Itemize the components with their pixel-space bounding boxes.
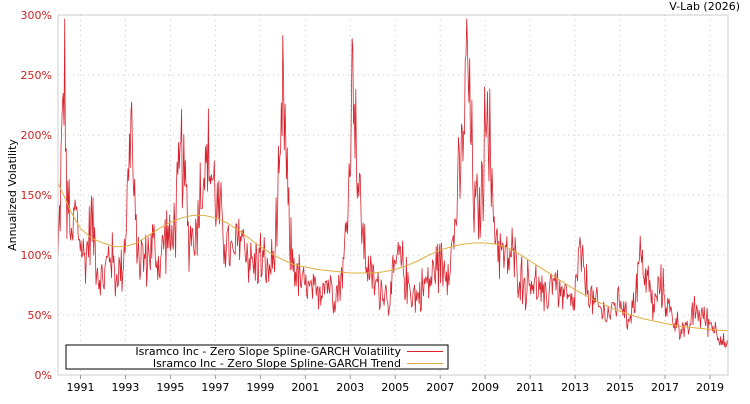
- legend-label-trend: Isramco Inc - Zero Slope Spline-GARCH Tr…: [153, 357, 401, 370]
- volatility-line: [57, 18, 729, 348]
- x-tick-label: 1997: [201, 381, 229, 394]
- grid-lines: [58, 15, 728, 375]
- x-tick-label: 2009: [471, 381, 499, 394]
- y-axis: 0% 50% 100% 150% 200% 250% 300%: [21, 9, 52, 382]
- y-tick-label: 200%: [21, 129, 52, 142]
- x-tick-label: 1999: [246, 381, 274, 394]
- x-tick-label: 1995: [156, 381, 184, 394]
- x-tick-label: 2019: [696, 381, 724, 394]
- x-tick-label: 1991: [66, 381, 94, 394]
- y-axis-label: Annualized Volatility: [6, 139, 19, 251]
- x-tick-label: 2001: [291, 381, 319, 394]
- x-tick-label: 2007: [426, 381, 454, 394]
- trend-line: [57, 182, 728, 332]
- x-tick-label: 1993: [111, 381, 139, 394]
- credit-label: V-Lab (2026): [669, 0, 740, 13]
- y-tick-label: 50%: [28, 309, 52, 322]
- legend-label-volatility: Isramco Inc - Zero Slope Spline-GARCH Vo…: [135, 345, 401, 358]
- y-tick-label: 300%: [21, 9, 52, 22]
- x-axis: 1991 1993 1995 1997 1999 2001 2003 2005 2007 2009…: [66, 375, 724, 394]
- plot-frame: [57, 14, 729, 376]
- x-tick-label: 2003: [336, 381, 364, 394]
- y-tick-label: 250%: [21, 69, 52, 82]
- legend-box: [65, 344, 449, 370]
- legend: Isramco Inc - Zero Slope Spline-GARCH Vo…: [65, 344, 449, 370]
- x-tick-label: 2013: [561, 381, 589, 394]
- y-tick-label: 0%: [35, 369, 52, 382]
- series-layer: [57, 18, 729, 348]
- x-tick-label: 2011: [516, 381, 544, 394]
- y-tick-label: 150%: [21, 189, 52, 202]
- x-tick-label: 2005: [381, 381, 409, 394]
- x-tick-label: 2015: [606, 381, 634, 394]
- y-tick-label: 100%: [21, 249, 52, 262]
- x-tick-label: 2017: [651, 381, 679, 394]
